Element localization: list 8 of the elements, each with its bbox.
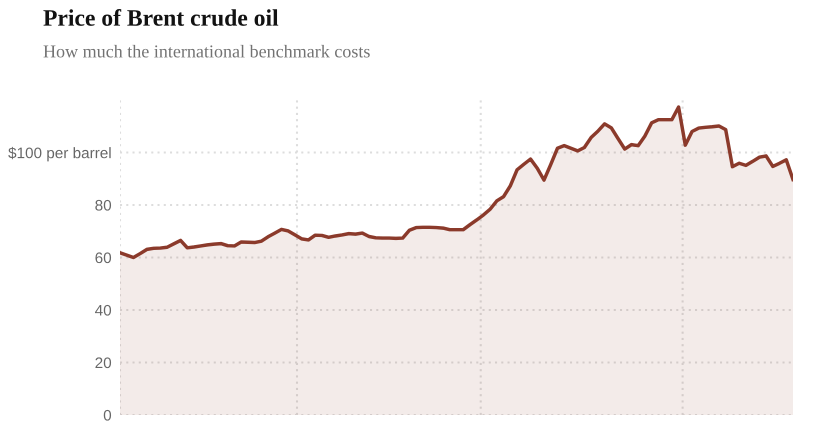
y-tick-label: 60	[95, 252, 112, 264]
y-tick-label: $100 per barrel	[8, 146, 111, 162]
chart-title: Price of Brent crude oil	[43, 9, 278, 26]
y-tick-label: 40	[95, 304, 112, 316]
chart-subtitle: How much the international benchmark costs	[44, 44, 370, 58]
y-tick-label: 0	[104, 410, 112, 421]
y-tick-label: 20	[95, 357, 112, 368]
y-tick-label: 80	[95, 200, 112, 211]
